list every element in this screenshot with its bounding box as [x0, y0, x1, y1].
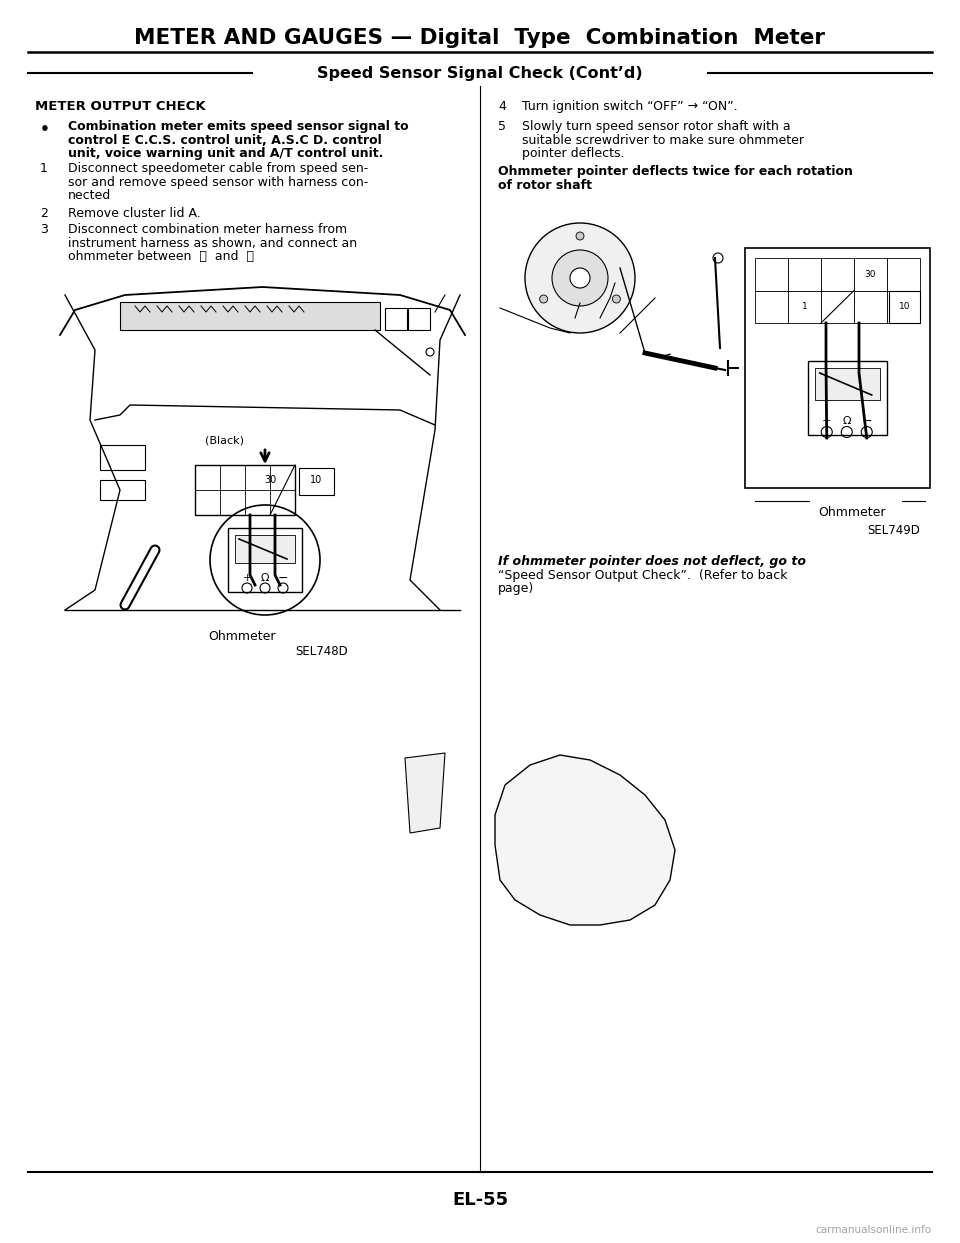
Bar — [854, 259, 887, 291]
Bar — [745, 249, 930, 488]
Text: METER OUTPUT CHECK: METER OUTPUT CHECK — [35, 99, 205, 113]
FancyBboxPatch shape — [807, 360, 887, 435]
Bar — [100, 445, 145, 470]
Text: 1: 1 — [802, 302, 807, 311]
Text: 10: 10 — [899, 302, 910, 311]
Text: sor and remove speed sensor with harness con-: sor and remove speed sensor with harness… — [68, 175, 369, 189]
Text: Ω: Ω — [261, 573, 269, 583]
Text: of rotor shaft: of rotor shaft — [498, 179, 592, 191]
Text: +: + — [822, 416, 831, 426]
Text: SEL749D: SEL749D — [867, 525, 920, 537]
Bar — [120, 302, 380, 329]
Bar — [195, 465, 295, 515]
Text: (Black): (Black) — [205, 435, 244, 445]
Text: Ohmmeter pointer deflects twice for each rotation: Ohmmeter pointer deflects twice for each… — [498, 165, 852, 178]
Text: “Speed Sensor Output Check”.  (Refer to back: “Speed Sensor Output Check”. (Refer to b… — [498, 568, 787, 582]
Text: control E C.C.S. control unit, A.S.C D. control: control E C.C.S. control unit, A.S.C D. … — [68, 133, 382, 147]
Text: instrument harness as shown, and connect an: instrument harness as shown, and connect… — [68, 236, 357, 250]
Text: 2: 2 — [40, 208, 48, 220]
Circle shape — [552, 250, 608, 306]
Bar — [100, 480, 145, 500]
Bar — [788, 291, 821, 323]
Bar — [788, 259, 821, 291]
Circle shape — [570, 268, 590, 288]
Circle shape — [576, 232, 584, 240]
Bar — [755, 291, 788, 323]
Text: nected: nected — [68, 189, 111, 203]
Bar — [299, 469, 334, 495]
Bar — [887, 259, 920, 291]
Text: Turn ignition switch “OFF” → “ON”.: Turn ignition switch “OFF” → “ON”. — [522, 99, 737, 113]
Text: Combination meter emits speed sensor signal to: Combination meter emits speed sensor sig… — [68, 121, 409, 133]
Circle shape — [540, 295, 547, 303]
Text: −: − — [277, 572, 288, 584]
Text: +: + — [242, 573, 252, 583]
Text: carmanualsonline.info: carmanualsonline.info — [816, 1226, 932, 1236]
Bar — [235, 534, 295, 563]
Bar — [821, 259, 854, 291]
Text: pointer deflects.: pointer deflects. — [522, 147, 625, 160]
Bar — [408, 308, 430, 329]
Text: SEL748D: SEL748D — [296, 645, 348, 658]
Text: Disconnect combination meter harness from: Disconnect combination meter harness fro… — [68, 222, 348, 236]
Text: suitable screwdriver to make sure ohmmeter: suitable screwdriver to make sure ohmmet… — [522, 133, 804, 147]
Text: 4: 4 — [498, 99, 506, 113]
Polygon shape — [495, 755, 675, 925]
Text: Ohmmeter: Ohmmeter — [818, 506, 885, 520]
Text: 10: 10 — [310, 475, 323, 485]
Text: unit, voice warning unit and A/T control unit.: unit, voice warning unit and A/T control… — [68, 147, 383, 160]
Text: 30: 30 — [264, 475, 276, 485]
Text: Slowly turn speed sensor rotor shaft with a: Slowly turn speed sensor rotor shaft wit… — [522, 121, 791, 133]
Bar — [821, 291, 854, 323]
Bar — [755, 259, 788, 291]
Text: −: − — [861, 414, 872, 428]
Text: If ohmmeter pointer does not deflect, go to: If ohmmeter pointer does not deflect, go… — [498, 556, 806, 568]
Text: 30: 30 — [865, 270, 876, 278]
Circle shape — [525, 222, 635, 333]
Text: page): page) — [498, 582, 535, 595]
Circle shape — [612, 295, 620, 303]
Text: Remove cluster lid A.: Remove cluster lid A. — [68, 208, 201, 220]
Bar — [889, 291, 920, 323]
Text: 5: 5 — [498, 121, 506, 133]
Text: ohmmeter between  ⓙ  and  ⑯: ohmmeter between ⓙ and ⑯ — [68, 250, 254, 264]
Text: METER AND GAUGES — Digital  Type  Combination  Meter: METER AND GAUGES — Digital Type Combinat… — [134, 29, 826, 48]
Text: EL-55: EL-55 — [452, 1191, 508, 1209]
FancyBboxPatch shape — [228, 528, 302, 592]
Text: Speed Sensor Signal Check (Cont’d): Speed Sensor Signal Check (Cont’d) — [317, 66, 643, 81]
Text: Disconnect speedometer cable from speed sen-: Disconnect speedometer cable from speed … — [68, 162, 369, 175]
Text: Ω: Ω — [843, 416, 851, 426]
Text: 3: 3 — [40, 222, 48, 236]
Bar — [385, 308, 407, 329]
Bar — [887, 291, 920, 323]
Bar — [815, 368, 879, 400]
Text: •: • — [40, 122, 50, 137]
Text: Ohmmeter: Ohmmeter — [208, 630, 276, 643]
Text: 1: 1 — [40, 162, 48, 175]
Bar — [854, 291, 887, 323]
Polygon shape — [405, 753, 445, 833]
